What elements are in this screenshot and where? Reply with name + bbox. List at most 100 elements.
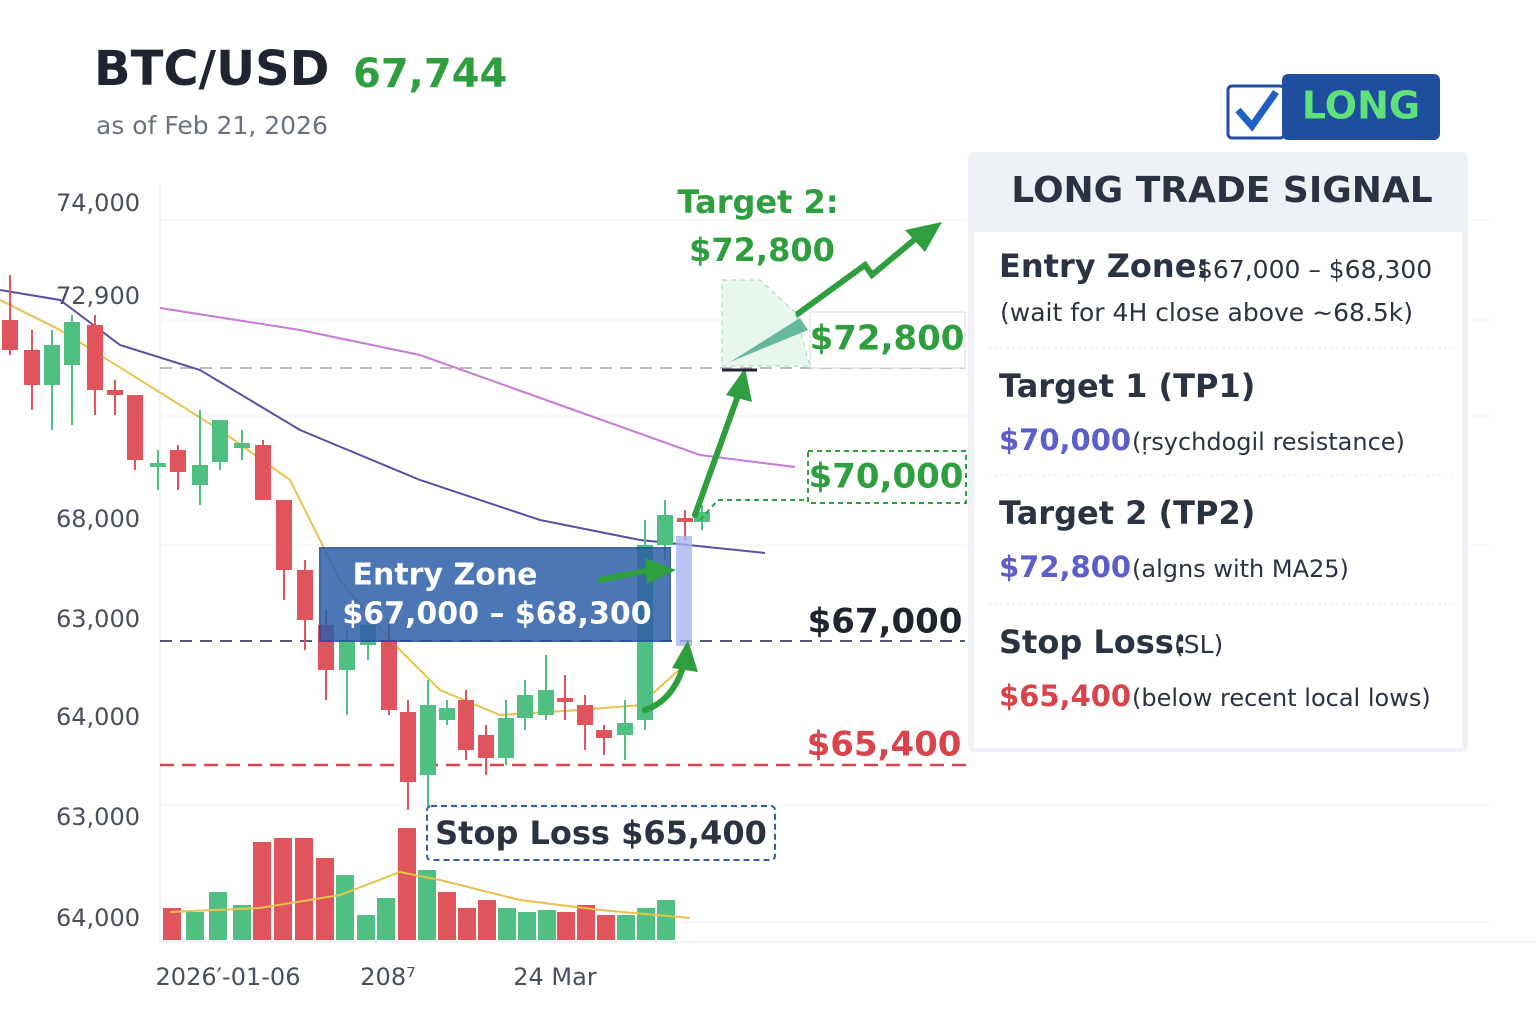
candle-body (170, 450, 186, 472)
y-axis-label: 72,900 (56, 282, 140, 310)
candle-body (498, 718, 514, 758)
volume-bar (438, 892, 456, 940)
candle-body (400, 712, 416, 782)
candle-body (458, 700, 474, 750)
volume-bar (398, 828, 416, 940)
candle-body (557, 698, 573, 702)
panel-title: LONG TRADE SIGNAL (1011, 170, 1432, 211)
section-note: (wait for 4H close above ~68.5k) (1000, 298, 1413, 327)
candle-body (24, 350, 40, 385)
candle-body (212, 420, 228, 462)
volume-bar (209, 892, 227, 940)
level-label: $70,000 (809, 457, 964, 497)
volume-bar (336, 875, 354, 940)
entry-title: Entry Zone (352, 558, 537, 593)
candle-body (677, 518, 693, 522)
candle-body (255, 445, 271, 500)
volume-bar (597, 915, 615, 940)
volume-bar (637, 908, 655, 940)
candle-body (192, 465, 208, 485)
level-box (809, 311, 966, 369)
candle-body (339, 640, 355, 670)
target-zone (721, 279, 811, 367)
symbol: BTC/USD (94, 41, 329, 97)
volume-bar (498, 908, 516, 940)
volume-bar (557, 912, 575, 940)
moving-average (159, 307, 796, 468)
section-label: Entry Zone: (999, 247, 1209, 285)
stop-loss-box (426, 805, 776, 861)
panel-body (974, 232, 1462, 748)
section-label: Target 1 (TP1) (999, 367, 1255, 405)
section-label: Target 2 (TP2) (999, 494, 1255, 532)
arrow-head (726, 368, 752, 402)
volume-bar (458, 908, 476, 940)
level-box (807, 450, 967, 504)
volume-bar (274, 838, 292, 940)
candle-body (44, 345, 60, 385)
y-axis-label: 74,000 (56, 189, 140, 217)
arrow-head (672, 640, 698, 672)
level-label: $65,400 (807, 725, 962, 765)
entry-zone (319, 547, 671, 642)
volume-bar (617, 915, 635, 940)
candle-body (420, 705, 436, 775)
section-value: $72,800 (999, 550, 1131, 584)
volume-bar (538, 910, 556, 940)
volume-bar (418, 870, 436, 940)
y-axis-label: 64,000 (56, 703, 140, 731)
candle-body (107, 390, 123, 395)
volume-bar (316, 858, 334, 940)
section-value: $65,400 (999, 679, 1131, 713)
candle-body (517, 695, 533, 718)
candle-body (657, 515, 673, 545)
y-axis-label: 68,000 (56, 505, 140, 533)
moving-average (169, 870, 691, 919)
volume-bar (233, 905, 251, 940)
candle-body (478, 735, 494, 758)
check-mark (1235, 89, 1279, 132)
connector (699, 499, 808, 521)
level-label: $72,800 (810, 319, 965, 359)
candle-body (439, 708, 455, 720)
candle-body (234, 443, 250, 448)
x-axis-label: 2026′-01-06 (156, 963, 301, 991)
candle-body (381, 640, 397, 710)
target-wedge (730, 318, 808, 362)
price: 67,744 (353, 51, 507, 97)
badge-label: LONG (1302, 84, 1420, 128)
arrow (789, 232, 923, 321)
stop-loss-label: Stop Loss $65,400 (435, 814, 767, 852)
volume-bar (357, 915, 375, 940)
x-axis-label: 24 Mar (513, 963, 597, 991)
volume-bar (253, 842, 271, 940)
section-label-note: (SL) (1174, 630, 1223, 659)
candle-body (87, 325, 103, 390)
candle-body (577, 705, 593, 725)
badge[interactable] (1282, 74, 1440, 140)
section-note: (below recent local lows) (1132, 684, 1431, 712)
section-value: $67,000 – $68,300 (1197, 255, 1432, 284)
candle-body (64, 322, 80, 365)
candle-body (596, 730, 612, 738)
level-label: $67,000 (808, 602, 963, 642)
y-axis-label: 63,000 (56, 605, 140, 633)
arrow (692, 387, 743, 518)
section-note: (ṛsychdogil resistance) (1132, 428, 1405, 456)
section-note: (algns with MA25) (1132, 555, 1349, 583)
arrow-head (905, 222, 942, 252)
candle-body (150, 463, 166, 467)
volume-bar (518, 912, 536, 940)
volume-bar (295, 838, 313, 940)
candle-body (276, 500, 292, 570)
volume-bar (657, 900, 675, 940)
candle-body (617, 723, 633, 735)
candle-body (297, 570, 313, 620)
entry-marker (676, 536, 692, 646)
arrow-head (645, 558, 676, 584)
volume-bar (478, 900, 496, 940)
y-axis-label: 63,000 (56, 803, 140, 831)
plot: 74,000 72,900 68,000 63,000 64,000 63,000 64,0… (0, 183, 1536, 991)
